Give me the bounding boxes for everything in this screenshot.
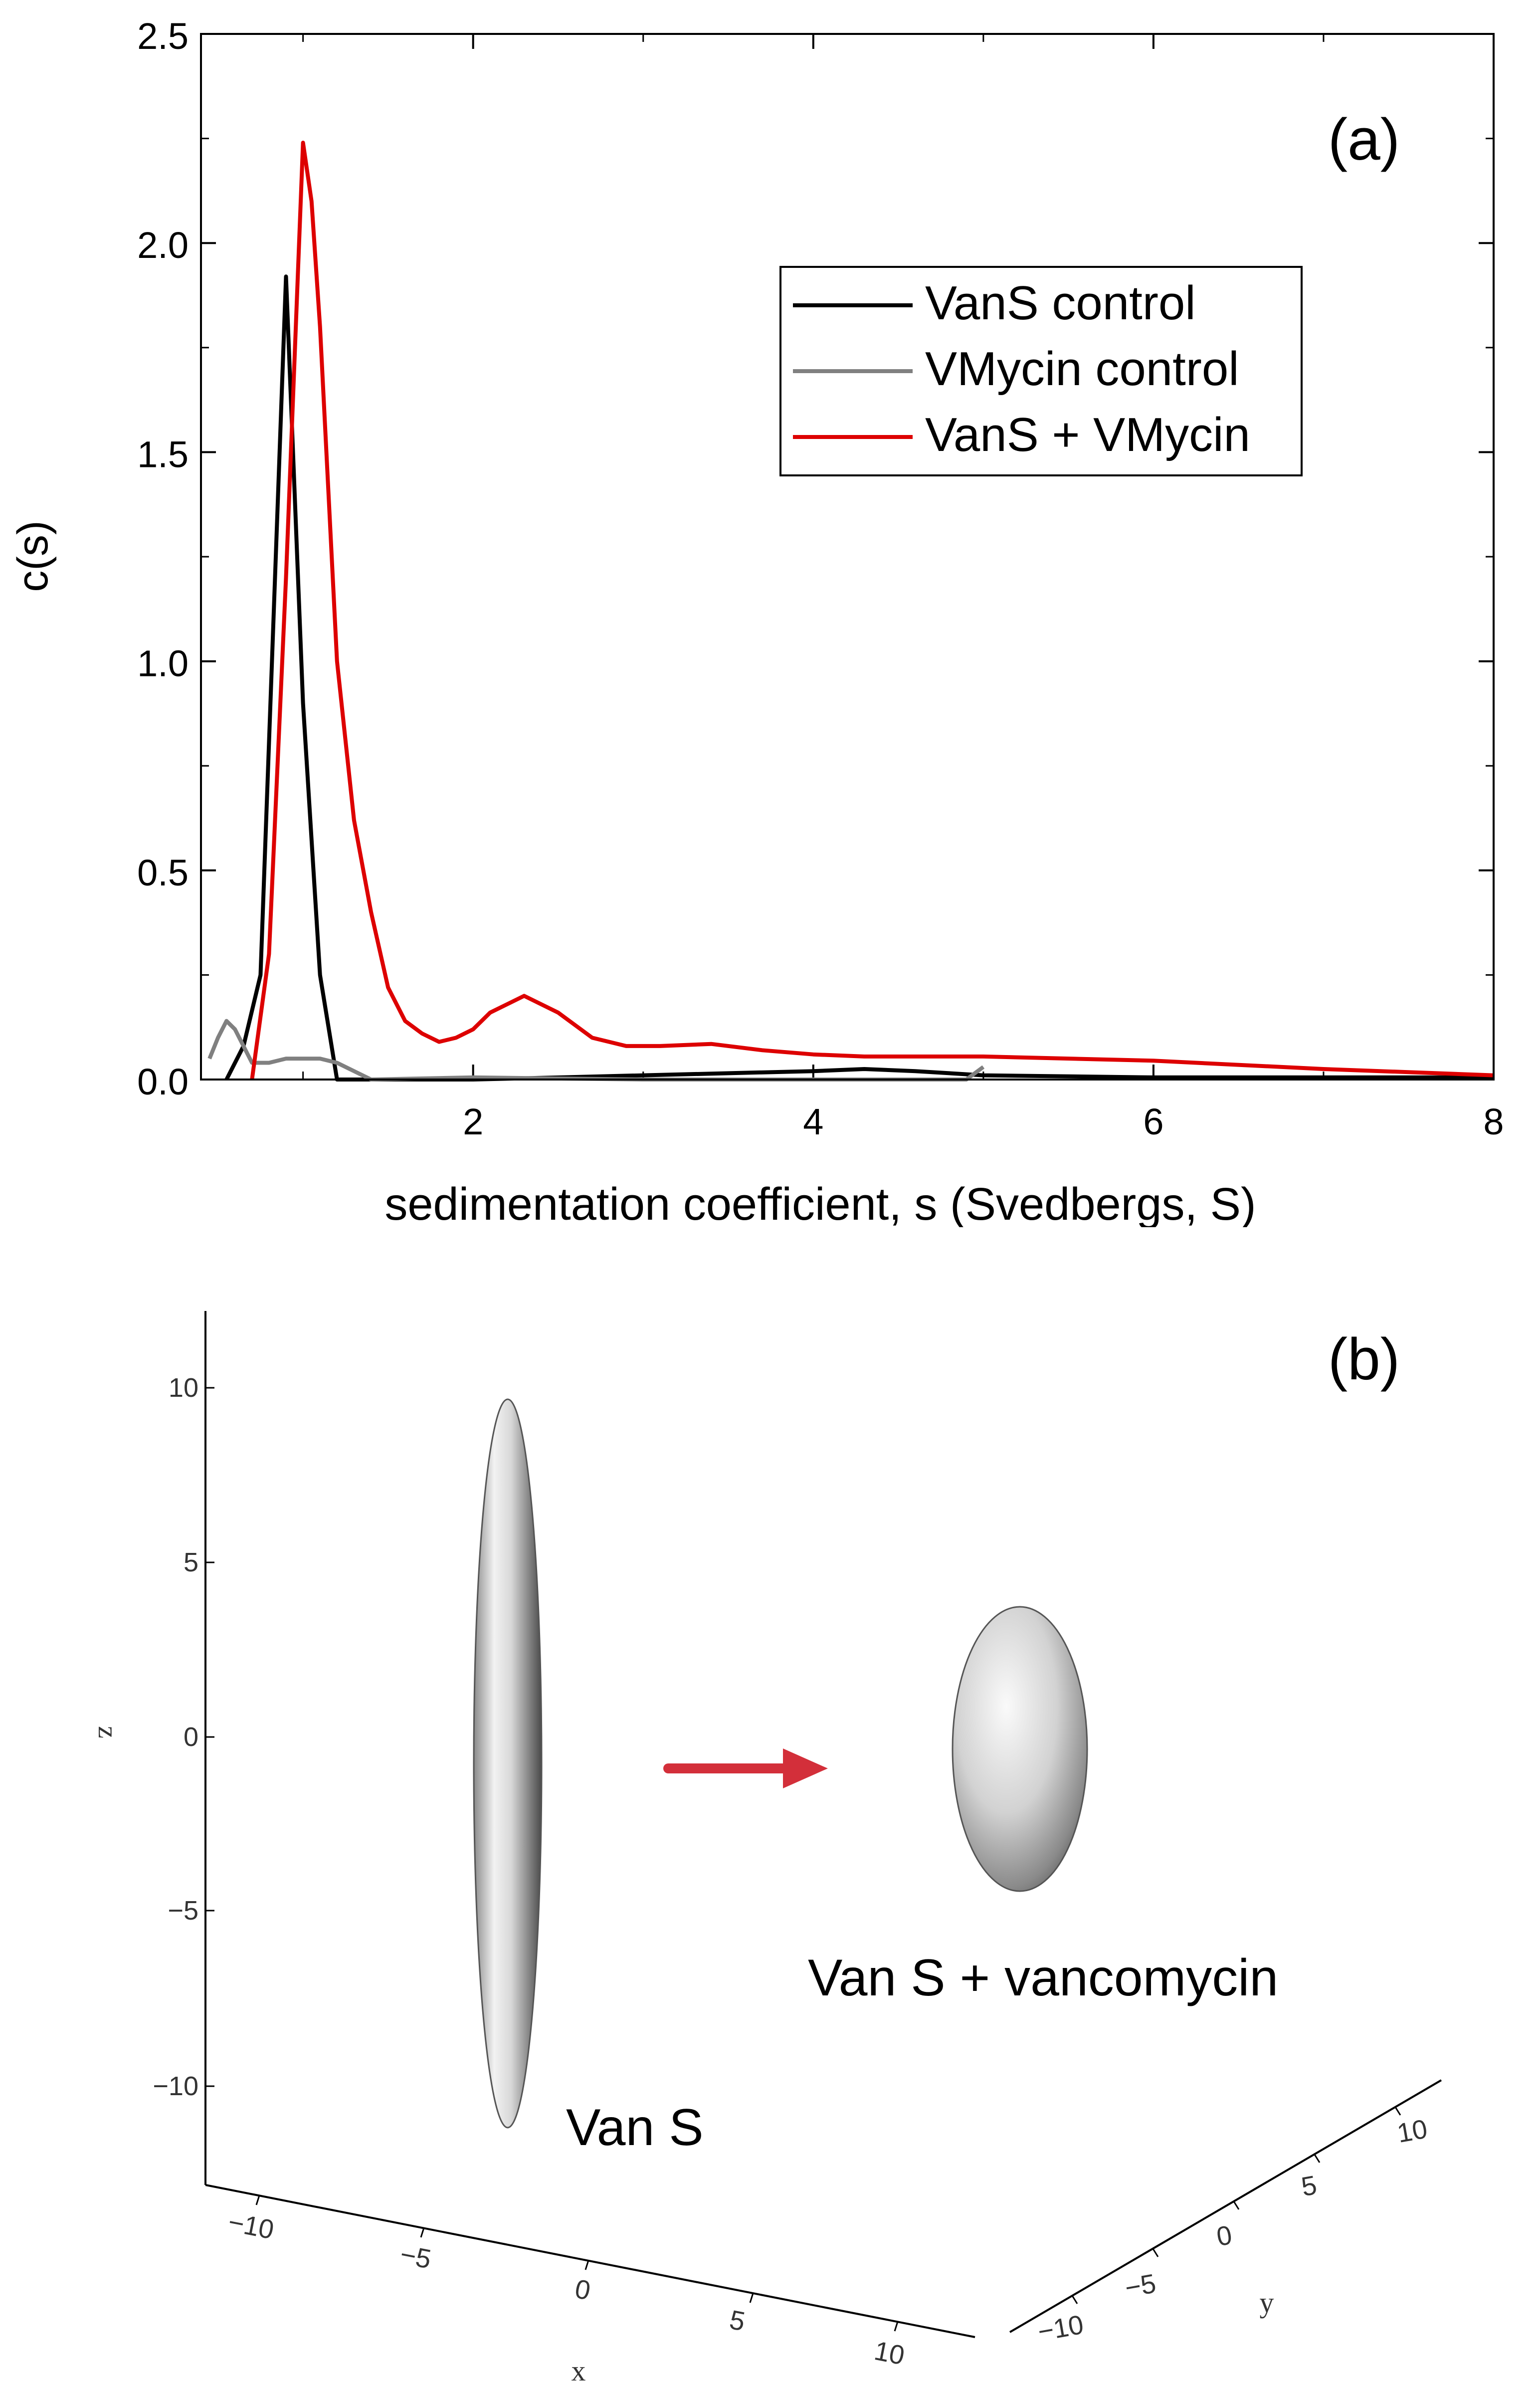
x-axis-label: sedimentation coefficient, s (Svedbergs,… <box>385 1179 1256 1227</box>
transition-arrow <box>663 1748 828 1788</box>
x-axis-label: x <box>572 2355 586 2386</box>
x-tick-label: −10 <box>226 2207 276 2245</box>
vans-vancomycin-compact-shape <box>952 1606 1088 1892</box>
x-tick-label: −5 <box>397 2239 433 2275</box>
y-tick-label: −10 <box>1036 2310 1086 2347</box>
legend-label-vmycin-control: VMycin control <box>925 342 1239 396</box>
y-axis-label: y <box>1260 2286 1274 2319</box>
z-axis-tick-labels: 10 5 0 −5 −10 <box>153 1373 198 2101</box>
chart-ticks <box>201 33 1495 1081</box>
y-tick-label: 1.0 <box>137 643 189 684</box>
x-axis-tick-labels: −10 −5 0 5 10 <box>226 2207 907 2371</box>
y-axis-tick-labels: −10 −5 0 5 10 <box>1036 2114 1430 2347</box>
series-line-vans-vmycin <box>250 141 1494 1080</box>
legend-box <box>779 266 1303 476</box>
legend-label-vans-vmycin: VanS + VMycin <box>925 408 1250 461</box>
panel-b-label: (b) <box>1328 1326 1400 1392</box>
y-tick-label: 2.0 <box>137 224 189 266</box>
z-tick-label: 5 <box>184 1547 198 1577</box>
x-tick-label: 6 <box>1143 1101 1163 1142</box>
plot-frame <box>200 33 1495 1081</box>
vans-shape-label: Van S <box>566 2099 704 2157</box>
y-tick-label: 5 <box>1299 2170 1319 2202</box>
chart-tick-labels: 0.0 0.5 1.0 1.5 2.0 2.5 2 4 6 8 <box>137 15 1504 1142</box>
x-tick-label: 0 <box>573 2274 593 2306</box>
x-tick-label: 2 <box>463 1101 483 1142</box>
z-tick-label: 10 <box>169 1373 198 1403</box>
y-axis-label: c(s) <box>9 520 57 592</box>
sedimentation-chart: 0.0 0.5 1.0 1.5 2.0 2.5 2 4 6 8 c(s) sedimentatio… <box>9 15 1504 1227</box>
z-tick-label: 0 <box>184 1722 198 1752</box>
y-tick-label: 0 <box>1214 2220 1234 2252</box>
vans-elongated-shape <box>473 1398 543 2129</box>
y-axis-ticks <box>1071 2107 1401 2304</box>
panel-a-label: (a) <box>1328 107 1400 173</box>
x-axis-line <box>205 2184 975 2338</box>
legend-label-vans-control: VanS control <box>925 276 1196 330</box>
shape-model-panel: 10 5 0 −5 −10 z −10 −5 0 5 10 x −10 −5 0… <box>92 1311 1442 2386</box>
y-axis-line <box>1009 2079 1442 2333</box>
chart-legend: VanS control VMycin control VanS + VMyci… <box>779 266 1303 476</box>
vans-vancomycin-shape-label: Van S + vancomycin <box>808 1949 1278 2007</box>
y-tick-label: 2.5 <box>137 15 189 57</box>
z-tick-label: −10 <box>153 2071 198 2101</box>
y-tick-label: 0.0 <box>137 1061 189 1102</box>
y-tick-label: 1.5 <box>137 434 189 475</box>
y-tick-label: 10 <box>1395 2114 1430 2149</box>
y-tick-label: 0.5 <box>137 852 189 893</box>
x-tick-label: 4 <box>803 1101 823 1142</box>
x-tick-label: 5 <box>727 2305 748 2337</box>
z-axis-label: z <box>92 1726 123 1738</box>
x-tick-label: 8 <box>1483 1101 1504 1142</box>
z-tick-label: −5 <box>168 1896 198 1926</box>
x-axis-ticks <box>255 2195 899 2332</box>
z-axis-ticks <box>205 1387 214 2087</box>
y-tick-label: −5 <box>1123 2268 1158 2303</box>
x-tick-label: 10 <box>872 2336 907 2371</box>
